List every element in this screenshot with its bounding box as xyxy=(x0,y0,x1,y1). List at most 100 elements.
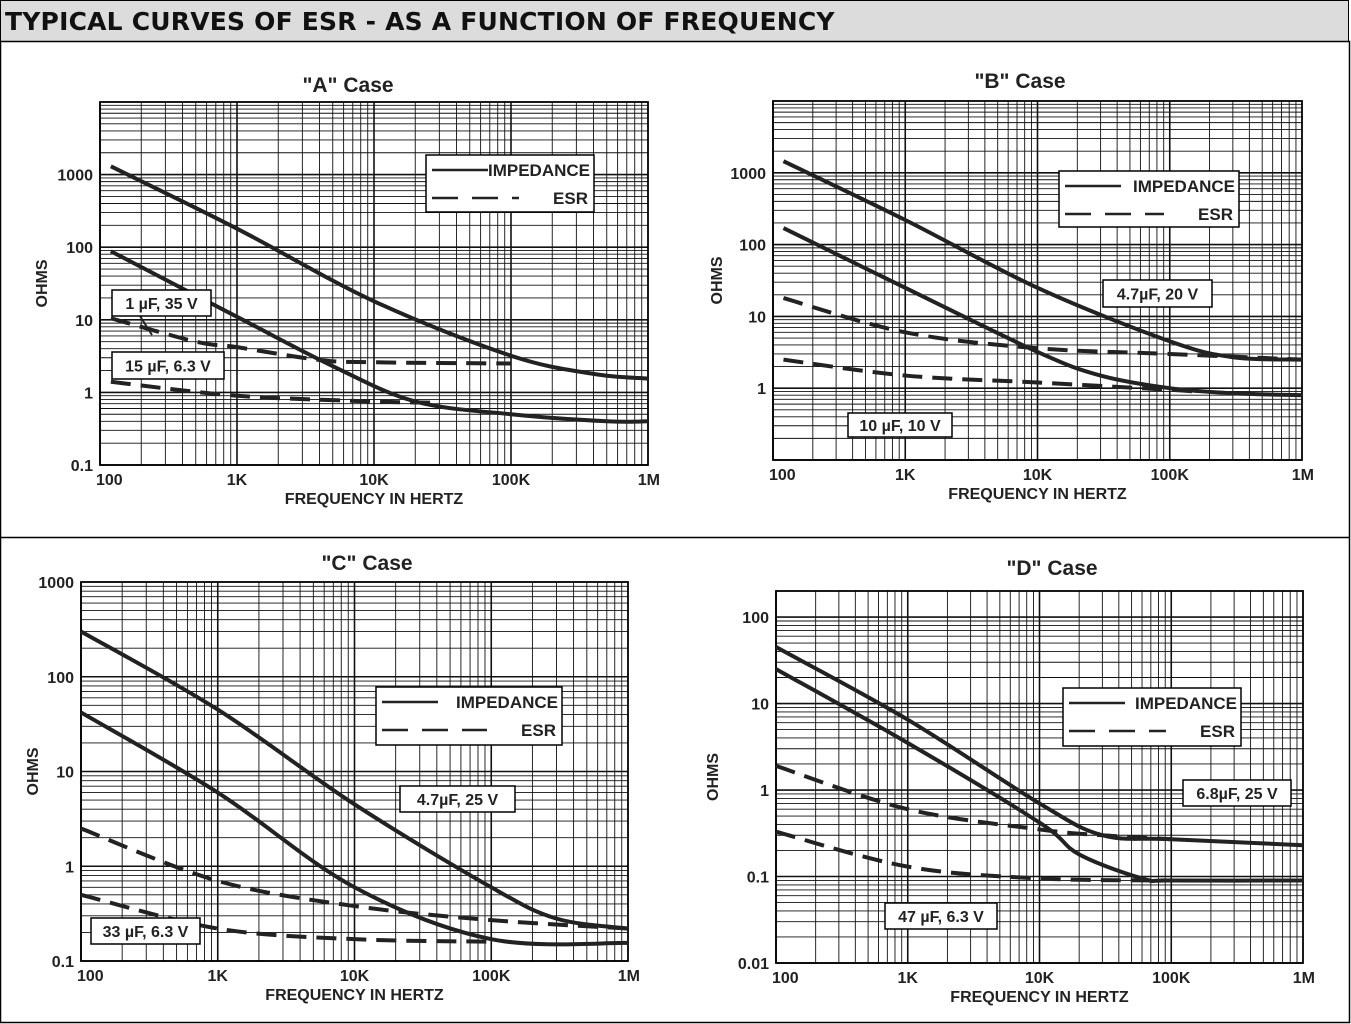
y-tick-label: 1000 xyxy=(730,166,766,183)
annotation-box: 4.7µF, 20 V xyxy=(1102,279,1213,308)
legend: IMPEDANCE ESR xyxy=(425,154,595,213)
chart-2: "B" Case 100 1K 10K 100K 1M 1 10 100 1000 FREQUENC… xyxy=(709,70,1314,503)
legend-label-impedance: IMPEDANCE xyxy=(488,161,590,180)
legend: IMPEDANCE ESR xyxy=(1058,170,1240,228)
x-tick-label: 1K xyxy=(895,467,916,484)
annotation-label: 10 µF, 10 V xyxy=(859,418,941,435)
annotation-frame xyxy=(884,902,998,930)
x-tick-label: 1M xyxy=(1293,970,1315,987)
annotation-box: 10 µF, 10 V xyxy=(847,412,953,438)
y-tick-label: 0.1 xyxy=(52,954,74,971)
x-tick-label: 100K xyxy=(1152,970,1191,987)
y-tick-label: 100 xyxy=(66,240,93,257)
y-tick-label: 10 xyxy=(748,309,766,326)
y-tick-label: 1 xyxy=(760,783,769,800)
esr-curve xyxy=(110,316,512,366)
y-tick-label: 10 xyxy=(751,697,769,714)
x-axis-label: FREQUENCY IN HERTZ xyxy=(950,989,1129,1006)
plot-frame xyxy=(775,590,1304,964)
figure-frame xyxy=(0,40,1351,1024)
esr-curve xyxy=(775,829,1172,883)
chart-title: "D" Case xyxy=(1006,557,1097,580)
legend-label-esr: ESR xyxy=(1198,205,1233,224)
annotation-label: 47 µF, 6.3 V xyxy=(898,909,984,926)
y-tick-label: 100 xyxy=(47,670,74,687)
x-tick-label: 1K xyxy=(227,472,248,489)
annotation-label: 33 µF, 6.3 V xyxy=(103,924,189,941)
y-tick-label: 1 xyxy=(65,859,74,876)
y-tick-label: 10 xyxy=(75,313,93,330)
y-tick-label: 0.1 xyxy=(71,458,93,475)
chart-title: "C" Case xyxy=(321,552,412,575)
x-tick-label: 10K xyxy=(1025,970,1055,987)
annotation-frame xyxy=(111,351,225,380)
x-axis-label: FREQUENCY IN HERTZ xyxy=(265,987,444,1004)
annotation-frame xyxy=(111,289,212,317)
x-tick-label: 100K xyxy=(1151,467,1190,484)
y-axis-label: OHMS xyxy=(34,259,51,307)
annotation-label: 4.7µF, 20 V xyxy=(1117,287,1199,304)
impedance-curve xyxy=(79,710,629,947)
x-tick-label: 1M xyxy=(638,472,660,489)
figure-header: TYPICAL CURVES OF ESR - AS A FUNCTION OF… xyxy=(0,0,1349,42)
chart-title: "A" Case xyxy=(302,74,393,97)
x-tick-label: 100 xyxy=(96,472,123,489)
chart-1: "A" Case 100 1K 10K 100K 1M 0.1 1 10 100 1000 FREQU… xyxy=(34,74,660,508)
y-tick-label: 0.01 xyxy=(738,956,769,973)
legend: IMPEDANCE ESR xyxy=(1062,687,1242,747)
impedance-curve xyxy=(80,629,629,931)
annotation-frame xyxy=(90,917,201,945)
legend-label-impedance: IMPEDANCE xyxy=(1133,177,1235,196)
y-axis-label: OHMS xyxy=(705,753,722,801)
annotation-frame xyxy=(1102,279,1213,308)
y-tick-label: 1 xyxy=(757,381,766,398)
esr-curve xyxy=(110,379,440,405)
annotation-leader xyxy=(139,315,153,336)
esr-curve xyxy=(783,357,1194,394)
esr-curve xyxy=(80,826,629,931)
grid xyxy=(775,590,1303,964)
esr-curve xyxy=(782,296,1303,362)
legend-box xyxy=(425,154,595,213)
legend-label-esr: ESR xyxy=(521,721,556,740)
x-tick-label: 10K xyxy=(340,968,370,985)
y-tick-label: 1000 xyxy=(38,575,74,592)
y-tick-label: 0.1 xyxy=(747,870,769,887)
x-tick-label: 1K xyxy=(898,970,919,987)
legend-label-esr: ESR xyxy=(553,189,588,208)
plot-frame xyxy=(99,101,649,466)
esr-curve xyxy=(775,764,1172,842)
y-axis-label: OHMS xyxy=(709,256,726,304)
x-tick-label: 100 xyxy=(772,970,799,987)
x-tick-label: 1M xyxy=(1292,467,1314,484)
legend-box xyxy=(375,686,563,746)
legend: IMPEDANCE ESR xyxy=(375,686,563,746)
y-tick-label: 1 xyxy=(84,385,93,402)
chart-title: "B" Case xyxy=(974,70,1065,93)
legend-box xyxy=(1062,687,1242,747)
y-tick-label: 100 xyxy=(742,610,769,627)
annotation-frame xyxy=(399,785,516,813)
annotation-box: 47 µF, 6.3 V xyxy=(884,902,998,930)
x-tick-label: 1M xyxy=(618,968,640,985)
impedance-curve xyxy=(775,667,1304,883)
x-tick-label: 100K xyxy=(472,968,511,985)
y-tick-label: 100 xyxy=(739,238,766,255)
annotation-box: 4.7µF, 25 V xyxy=(399,785,516,813)
x-tick-label: 100 xyxy=(769,467,796,484)
impedance-curve xyxy=(775,645,1304,848)
annotation-frame xyxy=(1182,779,1292,807)
legend-label-impedance: IMPEDANCE xyxy=(1135,694,1237,713)
x-axis-label: FREQUENCY IN HERTZ xyxy=(948,486,1127,503)
esr-curve xyxy=(80,892,492,944)
x-tick-label: 100K xyxy=(492,472,531,489)
impedance-curve xyxy=(109,164,649,381)
x-tick-label: 1K xyxy=(208,968,229,985)
plot-frame xyxy=(772,100,1303,461)
annotation-label: 4.7µF, 25 V xyxy=(417,792,499,809)
annotation-box: 33 µF, 6.3 V xyxy=(90,917,201,945)
figure-title: TYPICAL CURVES OF ESR - AS A FUNCTION OF… xyxy=(5,7,835,36)
annotation-frame xyxy=(847,412,953,438)
x-axis-label: FREQUENCY IN HERTZ xyxy=(285,491,464,508)
